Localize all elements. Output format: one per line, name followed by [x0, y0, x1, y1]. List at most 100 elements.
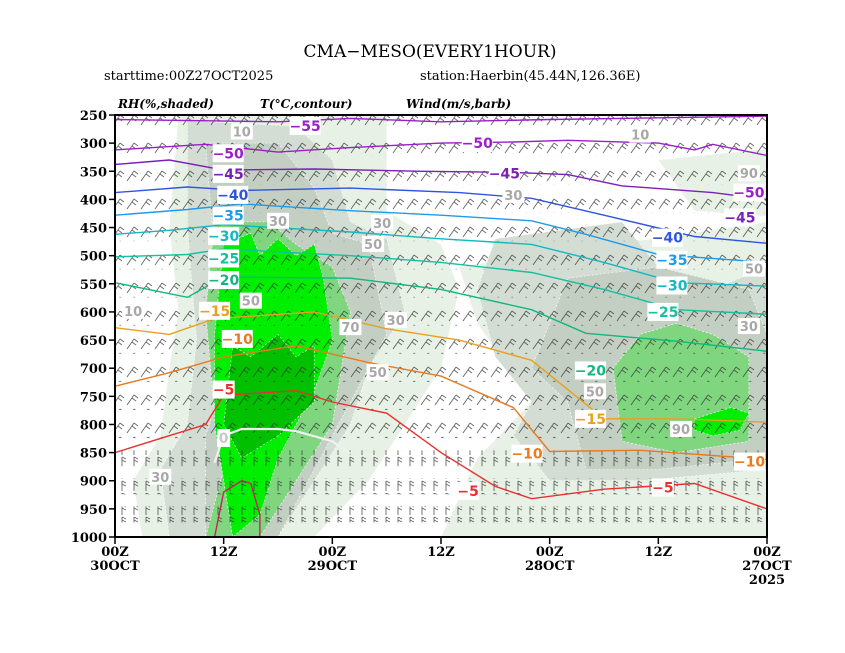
temperature-contour-label-group: −50 [733, 183, 765, 202]
temperature-contour-label: −50 [733, 186, 764, 202]
wind-barb-row [115, 506, 767, 523]
rh-contour-label: 30 [387, 314, 405, 329]
temperature-contour-label: −5 [457, 484, 478, 500]
temperature-contour-label-group: −45 [212, 164, 244, 183]
rh-contour-label-group: 10 [230, 123, 253, 141]
rh-contour-label-group: 30 [384, 311, 407, 329]
temperature-contour-label-group: −10 [511, 444, 543, 463]
temperature-contour-label: −5 [652, 480, 673, 496]
y-tick-label: 700 [80, 362, 107, 377]
rh-label-background [669, 420, 692, 437]
temperature-contour-label-group: −40 [217, 185, 249, 204]
x-tick-label: 12Z [645, 545, 673, 560]
y-tick-label: 850 [80, 447, 107, 462]
temperature-contour-label: −30 [208, 229, 239, 245]
temperature-contour-label-group: −20 [574, 361, 606, 380]
starttime-label: starttime:00Z27OCT2025 [104, 69, 273, 84]
y-tick-label: 500 [80, 250, 107, 265]
wind-barb-row [115, 253, 767, 270]
rh-contour-label: 50 [369, 366, 387, 381]
temperature-contour-label-group: −35 [213, 206, 244, 225]
rh-contour-label-group: 50 [743, 260, 765, 278]
contour-label-background [651, 478, 674, 497]
x-tick-label: 00Z [319, 545, 347, 560]
y-tick-label: 400 [80, 193, 107, 208]
rh-contour-label: 50 [242, 295, 260, 310]
y-tick-label: 750 [80, 390, 107, 405]
legend-wind: Wind(m/s,barb) [406, 97, 511, 111]
y-tick-label: 300 [80, 137, 107, 152]
rh-contour-label: 30 [504, 189, 522, 204]
rh-contour-label: 90 [740, 167, 758, 182]
x-tick-label: 28OCT [525, 559, 575, 574]
contour-label-background [488, 164, 520, 183]
temperature-contour-label: −45 [213, 167, 244, 183]
pressure-axis: 250 300 350 400 450 500 550 600 650 700 750 800 850 9… [71, 109, 115, 546]
rh-contour-label: 50 [586, 385, 604, 400]
station-label: station:Haerbin(45.44N,126.36E) [420, 69, 640, 84]
temperature-contour--35 [115, 203, 767, 264]
temperature-contour-label: −25 [647, 305, 678, 321]
rh-contour-label: 30 [373, 217, 391, 232]
contour-label-background [574, 361, 606, 380]
y-tick-label: 550 [80, 278, 107, 293]
temperature-contour-label: −10 [511, 447, 542, 463]
rh-contour-label-group: 90 [669, 420, 692, 438]
temperature-contour-label-group: −20 [208, 271, 240, 290]
temperature-contour-label: −20 [208, 273, 239, 289]
legend-rh: RH(%,shaded) [117, 97, 214, 111]
rh-label-background [230, 123, 253, 140]
rh-label-background [366, 364, 389, 381]
temperature-contour-label-group: −30 [656, 276, 688, 295]
x-tick-label: 00Z [536, 545, 564, 560]
y-tick-label: 900 [80, 475, 107, 490]
temperature-contour-label-group: −10 [734, 452, 765, 471]
x-tick-label: 30OCT [90, 559, 140, 574]
wind-barb-row [115, 168, 767, 185]
temperature-contour--15 [115, 311, 767, 423]
contour-label-background [212, 164, 244, 183]
temperature-contour--55 [115, 115, 767, 123]
temperature-contour-label: −15 [575, 412, 606, 428]
rh-contour-label: 30 [151, 471, 169, 486]
temperature-contour-label-group: −35 [656, 250, 688, 269]
temperature-contour-label: −50 [213, 146, 244, 162]
temperature-contour-label-group: −45 [488, 164, 520, 183]
contour-label-background [511, 444, 543, 463]
temperature-contour-label: −45 [489, 167, 520, 183]
contour-label-background [724, 208, 756, 227]
y-tick-label: 250 [80, 109, 107, 124]
chart-label-layer: −55−50−50−50−45 −45−45−40−40−35−35−30−30−… [122, 117, 765, 500]
y-tick-label: 450 [80, 222, 107, 237]
rh-label-background [239, 292, 262, 309]
x-tick-label: 00Z [753, 545, 781, 560]
temperature-contour--30 [115, 223, 767, 287]
x-tick-label: 29OCT [308, 559, 358, 574]
rh-contour-label: 10 [124, 305, 142, 320]
x-tick-label: 12Z [210, 545, 238, 560]
rh-contour-label-group: 30 [737, 318, 760, 335]
rh-contour-label: 10 [631, 129, 649, 144]
y-tick-label: 350 [80, 165, 107, 180]
wind-barb-row [115, 225, 767, 242]
wind-barb-row [115, 478, 767, 495]
temperature-contour-label: −30 [656, 278, 687, 294]
temperature-contour-label: −50 [462, 136, 493, 152]
contour-label-background [208, 249, 240, 268]
rh-label-background [629, 126, 652, 143]
temperature-contour-label: −10 [734, 455, 765, 471]
rh-label-background [743, 260, 765, 277]
temperature-contour-label: −40 [652, 231, 683, 247]
temperature-contour--20 [115, 276, 767, 352]
rh-label-background [737, 318, 760, 334]
wind-barb-row [115, 337, 767, 354]
temperature-contour--5 [115, 389, 767, 510]
temperature-contour-label-group: −40 [652, 228, 683, 247]
temperature-contour-label-group: 0 [217, 428, 231, 447]
y-tick-label: 650 [80, 334, 107, 349]
rh-contour-label-group: 30 [149, 468, 172, 486]
temperature-contour-label-group: −5 [212, 380, 235, 399]
temperature-contour-label: −25 [208, 251, 239, 267]
temperature-contour--50 [115, 139, 767, 157]
